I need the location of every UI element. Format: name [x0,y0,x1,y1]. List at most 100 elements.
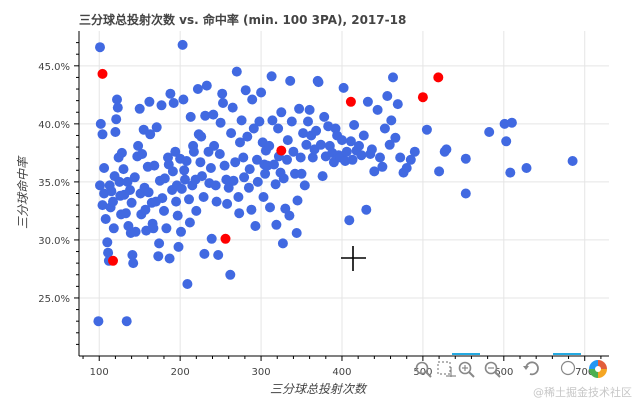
x-tick-label: 100 [90,367,109,378]
data-point [140,204,151,215]
data-point [205,163,216,173]
data-point [269,159,279,170]
data-point [95,118,106,129]
data-point [252,154,262,165]
data-point [114,176,125,187]
data-point [248,123,259,134]
plot-area[interactable] [79,31,609,356]
data-point [106,186,117,197]
data-point [219,160,230,171]
data-point [102,237,113,248]
data-point [285,75,296,86]
data-point [116,147,127,158]
data-point [349,120,360,130]
data-point [179,165,190,176]
data-point [337,135,347,146]
data-point [379,123,390,134]
bokeh-logo-icon[interactable] [589,360,607,378]
data-point [128,258,139,269]
box-zoom-icon[interactable] [437,361,456,377]
data-point [129,172,140,183]
data-point [178,94,189,105]
data-point [264,140,275,151]
data-point [213,250,224,260]
zoom-in-icon[interactable] [458,361,475,378]
active-tool-indicator [452,353,480,355]
data-point [185,111,196,122]
toolbar [415,353,607,378]
data-point [273,123,284,134]
data-point [375,152,385,163]
data-point [240,85,251,96]
data-point [295,152,306,163]
data-point [388,72,398,83]
data-point [95,42,105,53]
data-point [97,129,108,140]
data-point [108,223,119,234]
data-point [377,161,388,172]
data-point [271,219,282,230]
grid-lines [79,31,609,356]
data-point [215,117,226,128]
data-point [345,136,356,147]
data-point [266,71,277,82]
data-point [214,149,225,159]
data-point [303,116,313,127]
watermark-text: @稀土掘金技术社区 [533,385,632,399]
data-point [226,128,237,139]
data-point [112,102,123,113]
data-point [319,111,330,122]
data-point [111,114,122,125]
data-point [234,208,245,219]
data-point [395,152,406,163]
reset-icon[interactable] [523,361,539,376]
y-tick-label: 40.0% [38,120,70,131]
data-point [243,182,254,193]
zoom-out-icon[interactable] [484,361,501,378]
data-point [120,208,131,219]
help-icon[interactable] [560,360,576,376]
data-point [165,88,176,99]
highlighted-point [97,68,108,79]
data-point [223,182,234,193]
data-point [121,316,132,327]
data-point [181,156,192,166]
data-point [294,103,305,114]
data-point [382,91,393,101]
data-point [184,217,195,228]
data-point [434,166,445,177]
points-layer [93,39,578,327]
y-axis-label: 三分球命中率 [16,155,30,229]
data-point [118,164,129,175]
data-point [460,188,471,199]
data-point [267,115,278,126]
data-point [401,163,412,173]
data-point [153,251,164,262]
data-point [392,99,403,110]
data-point [170,146,181,157]
data-point [361,204,372,215]
data-point [99,163,110,173]
data-point [148,223,159,234]
data-point [206,233,217,244]
x-tick-label: 400 [332,367,351,378]
data-point [244,164,255,175]
data-point [103,247,114,258]
wheel-zoom-icon[interactable] [415,361,432,378]
data-point [100,214,111,224]
data-point [409,146,420,157]
x-axis-ticks: 100 200 300 400 500 600 700 [82,356,602,378]
data-point [366,144,377,155]
data-point [231,66,242,77]
highlighted-point [276,145,287,156]
data-point [95,180,105,191]
data-point [304,104,315,115]
data-point [151,122,162,133]
data-point [191,205,202,216]
data-point [130,226,141,237]
data-point [506,117,517,128]
data-point [250,221,261,231]
data-point [180,174,190,185]
data-point [172,210,183,221]
